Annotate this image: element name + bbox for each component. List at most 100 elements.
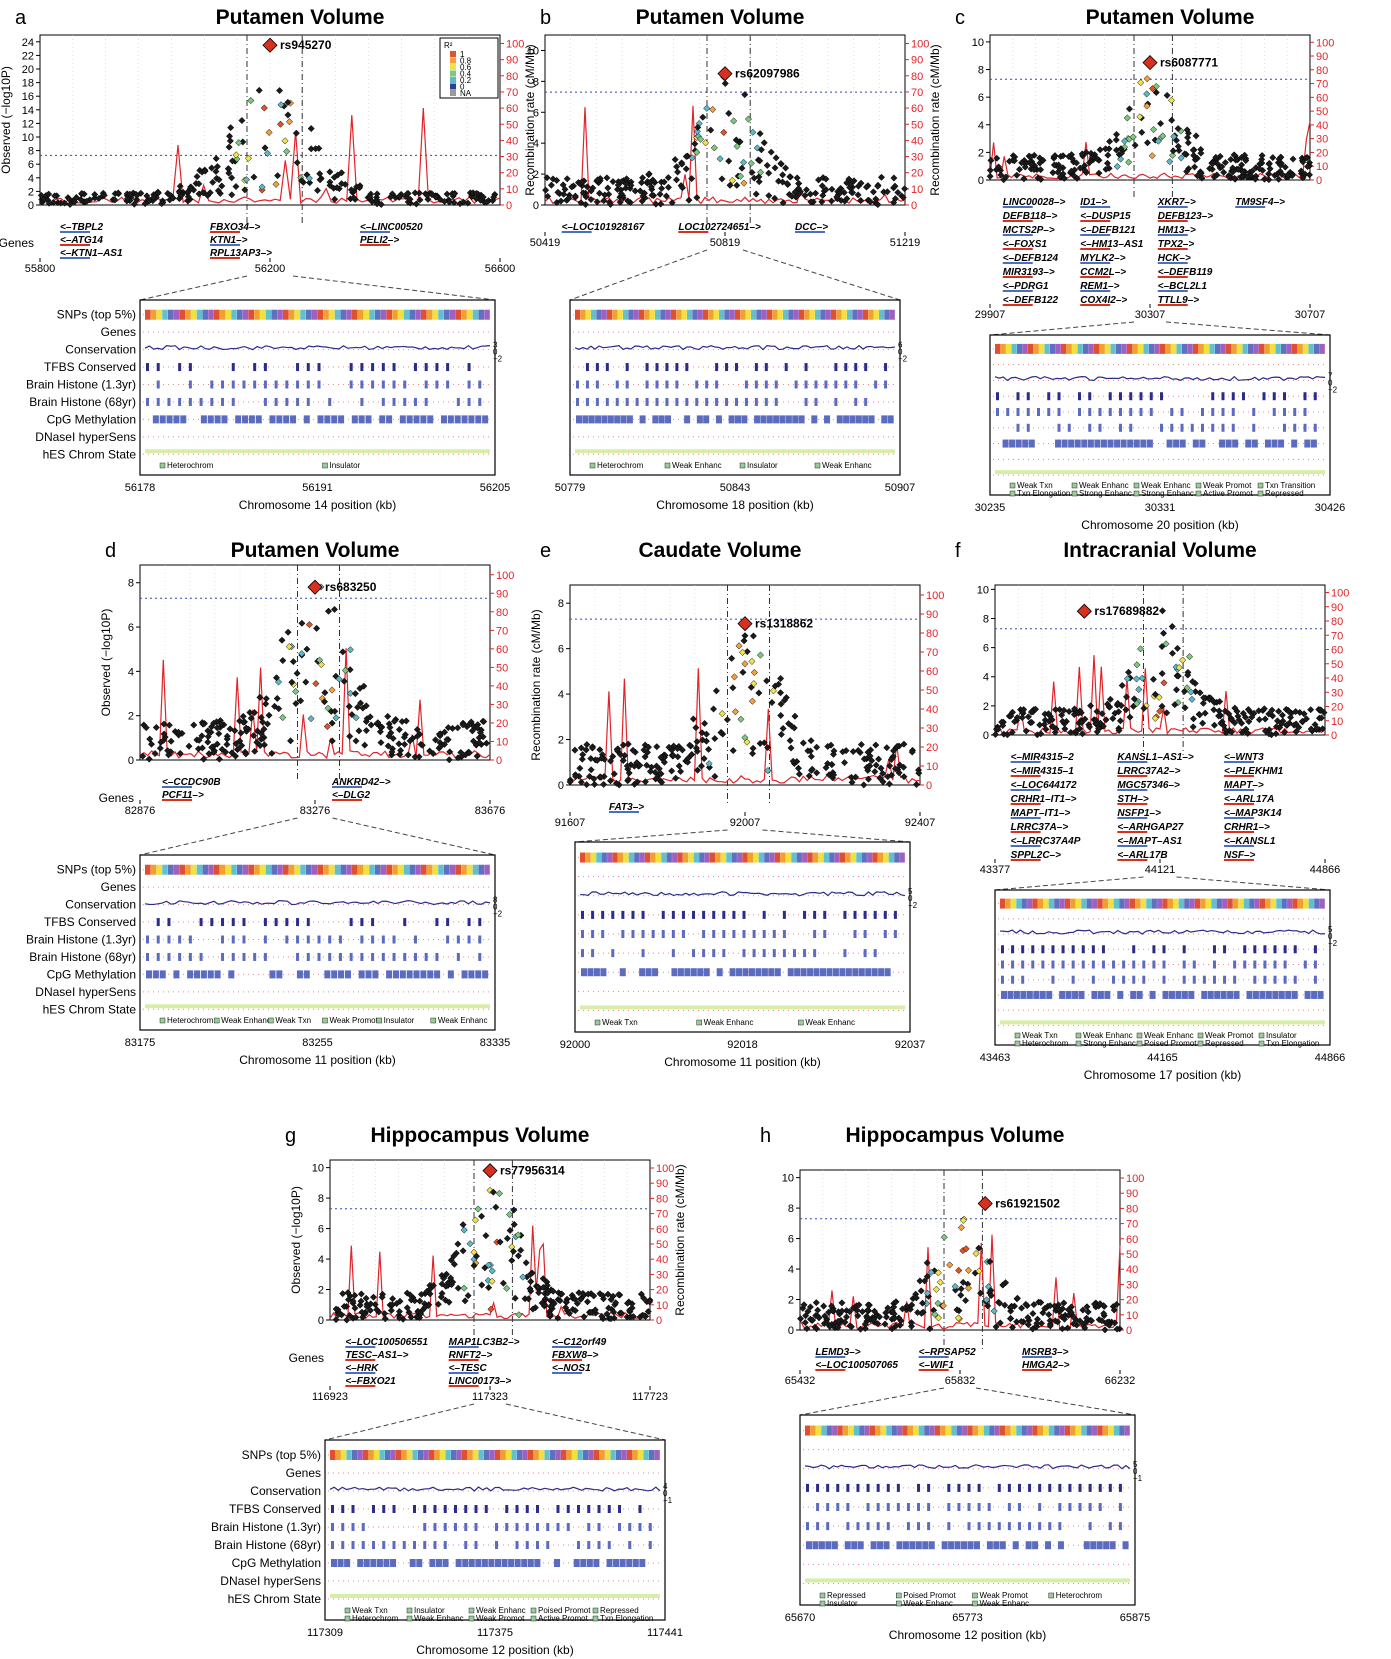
snp-density-bar <box>472 309 479 320</box>
track-feature <box>665 415 672 424</box>
zoom-x-tick-label: 50779 <box>555 482 586 494</box>
track-feature <box>435 918 439 927</box>
gene-label: KTN1–> <box>210 235 248 246</box>
snp-density-bar <box>1000 898 1006 909</box>
snp-point <box>1041 710 1049 718</box>
snp-point <box>777 674 785 683</box>
lead-snp-point <box>977 1195 993 1212</box>
snp-density-bar <box>418 1450 424 1460</box>
snp-point <box>1221 707 1229 715</box>
snp-point <box>610 770 618 778</box>
snp-point <box>806 1303 814 1311</box>
track-feature <box>1025 1541 1032 1550</box>
track-feature <box>655 380 659 389</box>
y-axis-label: Recombination rate (cM/Mb) <box>529 609 543 760</box>
snp-point <box>732 136 740 144</box>
track-feature <box>546 1541 550 1549</box>
snp-point <box>156 744 164 752</box>
track-feature <box>1136 990 1143 999</box>
x-tick-label: 92407 <box>905 817 936 829</box>
state-legend-swatch <box>1195 490 1202 497</box>
snp-point <box>316 656 324 664</box>
snp-point <box>320 698 329 706</box>
snp-point <box>400 740 409 748</box>
snp-density-bar <box>426 864 433 875</box>
snp-point <box>682 165 690 173</box>
snp-density-bar <box>472 864 479 875</box>
track-feature <box>804 397 808 406</box>
track-feature <box>601 415 608 424</box>
track-feature <box>1091 990 1098 999</box>
track-feature <box>1303 423 1307 432</box>
snp-point <box>307 125 315 133</box>
conservation-tick: −2 <box>1328 385 1338 394</box>
snp-density-bar <box>1193 343 1199 354</box>
snp-point <box>583 183 591 191</box>
snp-point <box>1050 161 1058 169</box>
snp-point <box>828 761 836 769</box>
y2-tick-label: 50 <box>911 119 923 131</box>
snp-point <box>206 189 214 197</box>
snp-point <box>879 769 887 777</box>
snp-density-bar <box>1237 343 1243 354</box>
track-feature <box>957 1503 961 1511</box>
snp-density-bar <box>1270 898 1277 909</box>
snp-point <box>395 740 403 748</box>
x-tick-label: 91607 <box>555 817 586 829</box>
snp-point <box>177 192 185 200</box>
track-feature <box>675 397 679 406</box>
gene-label: <–LOC100507065 <box>815 1360 898 1371</box>
track-feature <box>1057 392 1061 401</box>
track-feature <box>947 1522 951 1531</box>
track-feature <box>306 918 310 927</box>
track-feature <box>695 380 699 389</box>
y-tick-label: 14 <box>22 105 34 117</box>
snp-point <box>671 156 679 164</box>
snp-point <box>1039 1309 1047 1317</box>
snp-density-bar <box>352 864 358 875</box>
snp-point <box>882 1309 890 1317</box>
snp-point <box>996 1299 1004 1307</box>
snp-point <box>1109 714 1117 723</box>
track-feature <box>1001 990 1007 999</box>
snp-point <box>1007 1303 1015 1311</box>
snp-point <box>198 744 206 752</box>
snp-point <box>387 1306 395 1315</box>
snp-point <box>657 200 665 208</box>
snp-point <box>486 1186 494 1194</box>
ld-legend-swatch <box>450 57 456 64</box>
ld-legend-swatch <box>450 90 456 96</box>
snp-point <box>777 700 785 708</box>
x-tick-label: 83676 <box>475 805 506 817</box>
snp-point <box>403 190 411 198</box>
snp-point <box>650 177 658 185</box>
snp-point <box>860 755 868 763</box>
state-legend-label: Insulator <box>384 1016 415 1025</box>
snp-point <box>677 767 685 776</box>
snp-point <box>822 764 830 772</box>
snp-point <box>511 1294 519 1302</box>
gene-label: <–LRRC37A4P <box>1011 836 1081 847</box>
snp-point <box>441 728 449 736</box>
snp-point <box>779 178 787 186</box>
snp-point <box>709 105 717 114</box>
snp-density-bar <box>403 309 410 320</box>
snp-point <box>142 724 150 732</box>
snp-points <box>986 75 1314 184</box>
snp-point <box>1245 717 1253 726</box>
track-feature <box>253 952 257 961</box>
track-feature <box>200 970 207 979</box>
snp-point <box>1151 690 1159 698</box>
track-feature <box>156 397 160 406</box>
track-feature <box>1162 945 1166 954</box>
track-feature <box>514 1559 521 1567</box>
snp-point <box>660 758 668 766</box>
track-feature <box>614 415 621 424</box>
track-feature <box>1107 439 1114 448</box>
track-feature <box>1011 975 1015 984</box>
snp-point <box>1175 146 1183 155</box>
track-feature <box>977 1522 981 1531</box>
track-feature <box>456 935 460 944</box>
track-feature <box>207 415 214 424</box>
snp-density-bar <box>219 864 226 875</box>
